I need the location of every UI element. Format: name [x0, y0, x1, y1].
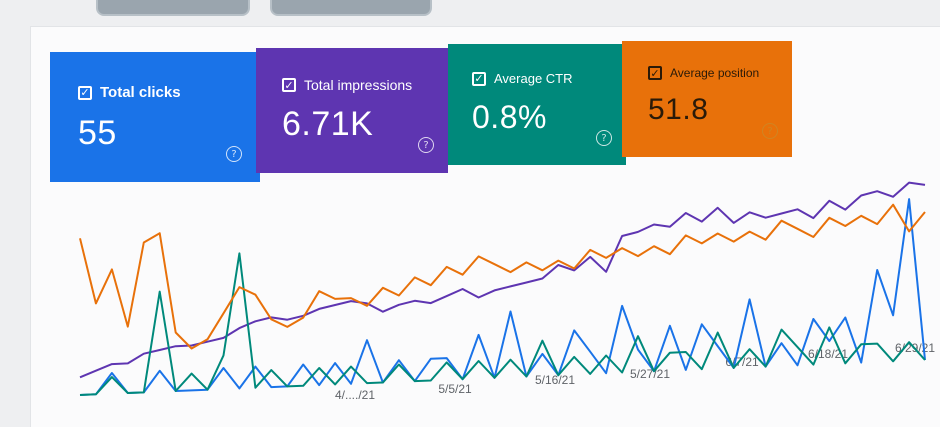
series-line-1: [79, 181, 926, 379]
x-tick-label: 4/..../21: [335, 388, 375, 400]
metric-label: Average position: [670, 66, 760, 80]
toolbar-button-left[interactable]: [96, 0, 250, 16]
metric-card-total-impressions[interactable]: ✓ Total impressions 6.71K ?: [256, 48, 448, 173]
help-icon[interactable]: ?: [418, 137, 434, 153]
checkbox-icon[interactable]: ✓: [78, 85, 92, 100]
metric-value: 0.8%: [472, 99, 547, 135]
help-icon[interactable]: ?: [226, 146, 242, 162]
checkbox-icon[interactable]: ✓: [472, 71, 486, 86]
x-tick-label: 5/5/21: [438, 382, 472, 396]
performance-chart: 4/..../21 5/5/215/16/21 5/27/216/7/216/18/…: [79, 181, 935, 400]
metric-card-total-clicks[interactable]: ✓ Total clicks 55 ?: [50, 52, 260, 182]
x-tick-label: 6/18/21: [808, 347, 848, 361]
metric-value: 51.8: [648, 93, 709, 126]
series-line-3: [79, 203, 926, 350]
x-tick-label: 5/27/21: [630, 367, 670, 381]
metric-label: Total impressions: [304, 77, 413, 93]
series-line-0: [79, 198, 926, 396]
toolbar-button-right[interactable]: [270, 0, 432, 16]
metric-value: 55: [78, 114, 117, 152]
x-tick-label: 5/16/21: [535, 373, 575, 387]
checkbox-icon[interactable]: ✓: [648, 66, 662, 80]
metric-value: 6.71K: [282, 105, 374, 143]
metric-card-average-ctr[interactable]: ✓ Average CTR 0.8% ?: [448, 44, 626, 165]
series-line-2: [79, 252, 926, 396]
help-icon[interactable]: ?: [596, 130, 612, 146]
metric-card-average-position[interactable]: ✓ Average position 51.8 ?: [622, 41, 792, 157]
metric-label: Average CTR: [494, 71, 573, 86]
help-icon[interactable]: ?: [762, 123, 778, 139]
checkbox-icon[interactable]: ✓: [282, 78, 296, 92]
metric-label: Total clicks: [100, 84, 181, 101]
